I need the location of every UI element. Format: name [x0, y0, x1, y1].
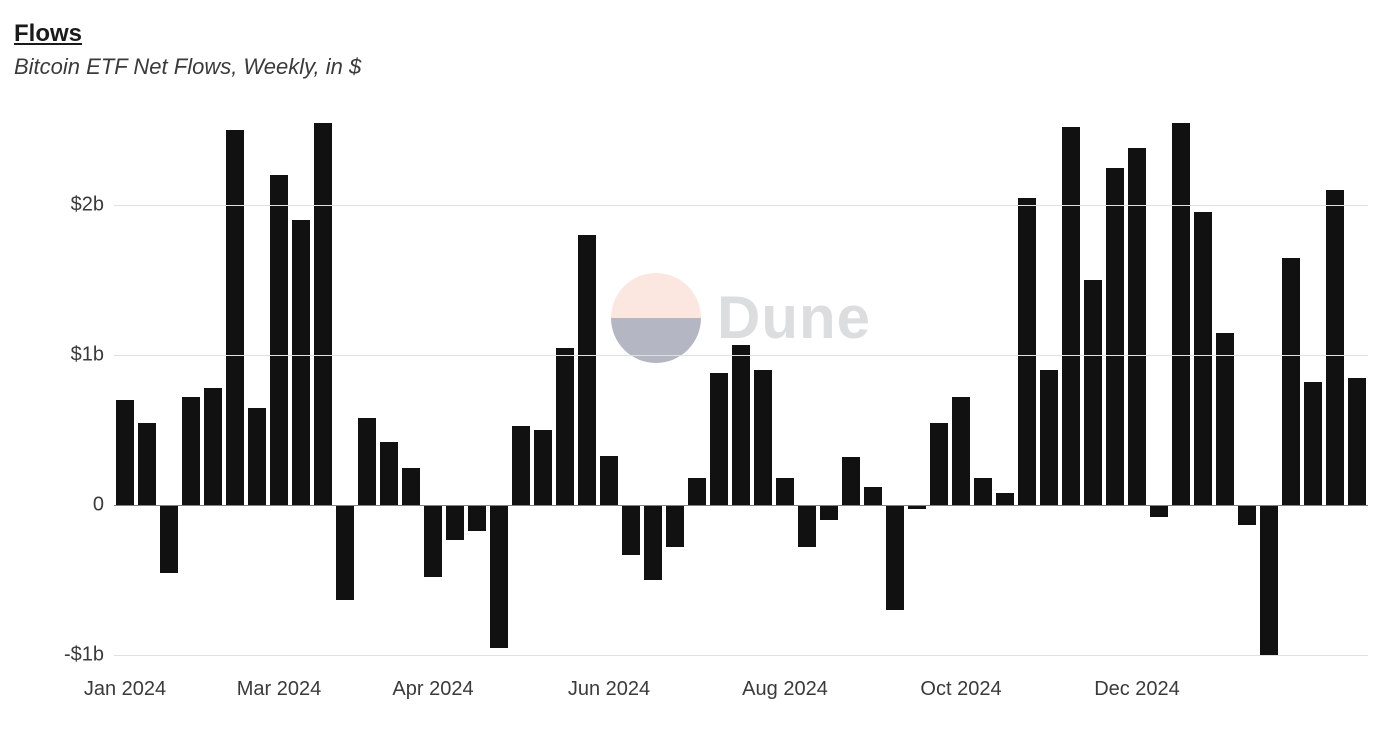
zero-line — [114, 505, 1368, 506]
bar — [578, 235, 595, 505]
bar — [754, 370, 771, 505]
bar — [732, 345, 749, 506]
plot-area: Dune -$1b0$1b$2bJan 2024Mar 2024Apr 2024… — [114, 100, 1368, 670]
bar — [270, 175, 287, 505]
gridline — [114, 205, 1368, 206]
bar — [798, 505, 815, 547]
x-axis-label: Jan 2024 — [84, 678, 166, 701]
bar — [1150, 505, 1167, 517]
bar — [1062, 127, 1079, 505]
chart-title: Flows — [14, 20, 1382, 48]
bar — [622, 505, 639, 555]
bar — [1304, 382, 1321, 505]
chart-container: Dune -$1b0$1b$2bJan 2024Mar 2024Apr 2024… — [14, 90, 1382, 710]
bar — [974, 478, 991, 505]
bar — [160, 505, 177, 573]
bar — [1326, 190, 1343, 505]
bar — [1238, 505, 1255, 525]
bar — [314, 123, 331, 506]
bar — [776, 478, 793, 505]
bar — [1282, 258, 1299, 506]
bar — [1106, 168, 1123, 506]
bar — [1260, 505, 1277, 655]
y-axis-label: 0 — [93, 494, 104, 517]
bar — [380, 442, 397, 505]
bar — [864, 487, 881, 505]
x-axis-label: Oct 2024 — [920, 678, 1001, 701]
x-axis-label: Aug 2024 — [742, 678, 828, 701]
bar — [820, 505, 837, 520]
x-axis-label: Jun 2024 — [568, 678, 650, 701]
gridline — [114, 655, 1368, 656]
chart-subtitle: Bitcoin ETF Net Flows, Weekly, in $ — [14, 54, 1382, 80]
bar — [930, 423, 947, 506]
gridline — [114, 355, 1368, 356]
y-axis-label: -$1b — [64, 644, 104, 667]
bar — [600, 456, 617, 506]
bar — [644, 505, 661, 580]
bar — [1040, 370, 1057, 505]
bar — [1084, 280, 1101, 505]
bar — [1348, 378, 1365, 506]
bar — [842, 457, 859, 505]
x-axis-label: Mar 2024 — [237, 678, 322, 701]
bar — [446, 505, 463, 540]
bar — [534, 430, 551, 505]
bar — [402, 468, 419, 505]
y-axis-label: $2b — [71, 194, 104, 217]
bar — [292, 220, 309, 505]
bar — [666, 505, 683, 547]
bar — [886, 505, 903, 610]
bar — [1128, 148, 1145, 505]
bar — [688, 478, 705, 505]
y-axis-label: $1b — [71, 344, 104, 367]
bar — [512, 426, 529, 506]
x-axis-label: Dec 2024 — [1094, 678, 1180, 701]
bar — [226, 130, 243, 505]
bar — [248, 408, 265, 506]
bar — [116, 400, 133, 505]
bar — [1018, 198, 1035, 506]
bar — [358, 418, 375, 505]
bar — [336, 505, 353, 600]
bar — [490, 505, 507, 648]
bar — [556, 348, 573, 506]
bars-layer — [114, 100, 1368, 670]
bar — [1172, 123, 1189, 506]
x-axis-label: Apr 2024 — [392, 678, 473, 701]
bar — [138, 423, 155, 506]
bar — [1216, 333, 1233, 506]
bar — [424, 505, 441, 577]
bar — [182, 397, 199, 505]
bar — [204, 388, 221, 505]
bar — [996, 493, 1013, 505]
bar — [468, 505, 485, 531]
bar — [952, 397, 969, 505]
bar — [710, 373, 727, 505]
bar — [1194, 212, 1211, 505]
